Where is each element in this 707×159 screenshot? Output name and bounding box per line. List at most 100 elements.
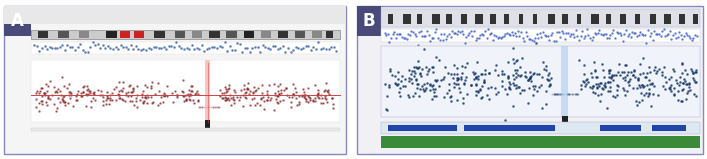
Point bbox=[192, 99, 204, 102]
Point bbox=[110, 98, 122, 101]
Point bbox=[688, 93, 699, 95]
Point bbox=[590, 92, 601, 94]
Point bbox=[472, 89, 484, 92]
Point bbox=[544, 72, 555, 74]
Point bbox=[69, 49, 81, 52]
Point bbox=[690, 94, 701, 97]
Point bbox=[513, 30, 524, 32]
Point bbox=[479, 30, 491, 33]
Point bbox=[619, 79, 631, 82]
Bar bbox=[106, 31, 117, 38]
Point bbox=[627, 74, 638, 76]
Point bbox=[412, 67, 423, 69]
Point bbox=[282, 46, 293, 49]
Point bbox=[414, 72, 426, 75]
Point bbox=[211, 47, 223, 49]
Point bbox=[97, 43, 108, 46]
Point bbox=[272, 48, 284, 50]
Point bbox=[255, 51, 266, 53]
Point bbox=[180, 94, 192, 96]
Point bbox=[679, 80, 691, 83]
Bar bbox=[381, 9, 700, 27]
Point bbox=[34, 50, 45, 52]
Point bbox=[258, 100, 269, 103]
Point bbox=[510, 60, 521, 62]
Point bbox=[680, 82, 691, 85]
Point bbox=[691, 80, 702, 83]
Point bbox=[490, 87, 501, 89]
Point bbox=[276, 92, 287, 94]
Point bbox=[71, 95, 82, 97]
Point bbox=[452, 76, 464, 79]
Point bbox=[595, 33, 607, 35]
Point bbox=[527, 85, 539, 87]
Point bbox=[320, 98, 332, 101]
Point bbox=[501, 32, 513, 35]
Point bbox=[492, 74, 503, 77]
Point bbox=[323, 93, 334, 95]
Point bbox=[543, 79, 554, 81]
Point bbox=[57, 100, 69, 102]
Point bbox=[517, 89, 528, 92]
Point bbox=[518, 40, 530, 42]
Point bbox=[132, 85, 143, 87]
Point bbox=[275, 83, 286, 85]
Point bbox=[505, 88, 516, 90]
Point bbox=[416, 35, 428, 37]
Bar bbox=[134, 31, 144, 38]
Point bbox=[57, 44, 68, 46]
Point bbox=[62, 102, 74, 104]
Point bbox=[595, 93, 607, 95]
Point bbox=[302, 100, 313, 103]
Point bbox=[129, 104, 140, 107]
Point bbox=[674, 81, 686, 84]
Point bbox=[628, 70, 639, 73]
Point bbox=[29, 44, 40, 46]
Point bbox=[131, 93, 142, 96]
Point bbox=[162, 95, 173, 97]
Point bbox=[303, 96, 315, 98]
Point bbox=[308, 46, 319, 48]
Point bbox=[76, 95, 87, 97]
Point bbox=[535, 84, 547, 86]
Point bbox=[477, 32, 488, 35]
Point bbox=[499, 119, 510, 121]
Point bbox=[186, 44, 197, 47]
Point bbox=[397, 35, 408, 38]
Bar bbox=[209, 31, 220, 38]
Point bbox=[313, 97, 325, 99]
Bar bbox=[381, 46, 700, 117]
Point bbox=[394, 94, 405, 97]
Point bbox=[211, 106, 223, 108]
Point bbox=[620, 28, 631, 31]
Point bbox=[245, 51, 256, 54]
Point bbox=[660, 88, 671, 91]
Point bbox=[267, 45, 279, 47]
Point bbox=[532, 37, 544, 39]
Point bbox=[411, 83, 423, 85]
Point bbox=[503, 76, 514, 79]
Point bbox=[124, 84, 136, 87]
Point bbox=[194, 48, 205, 50]
Point bbox=[540, 89, 551, 92]
Point bbox=[214, 106, 225, 108]
Point bbox=[650, 33, 662, 36]
Point bbox=[189, 102, 200, 105]
Point bbox=[117, 87, 129, 89]
Point bbox=[617, 76, 629, 79]
Point bbox=[201, 47, 213, 50]
Point bbox=[553, 31, 564, 34]
Point bbox=[82, 50, 93, 53]
Point bbox=[225, 97, 236, 99]
Point bbox=[610, 74, 621, 76]
Point bbox=[401, 38, 412, 40]
Point bbox=[581, 78, 592, 80]
Point bbox=[619, 33, 630, 35]
Point bbox=[36, 47, 47, 49]
Bar bbox=[562, 116, 568, 123]
Point bbox=[289, 87, 300, 89]
Point bbox=[81, 85, 93, 87]
Point bbox=[226, 49, 238, 51]
Point bbox=[323, 48, 334, 50]
Point bbox=[97, 100, 108, 103]
